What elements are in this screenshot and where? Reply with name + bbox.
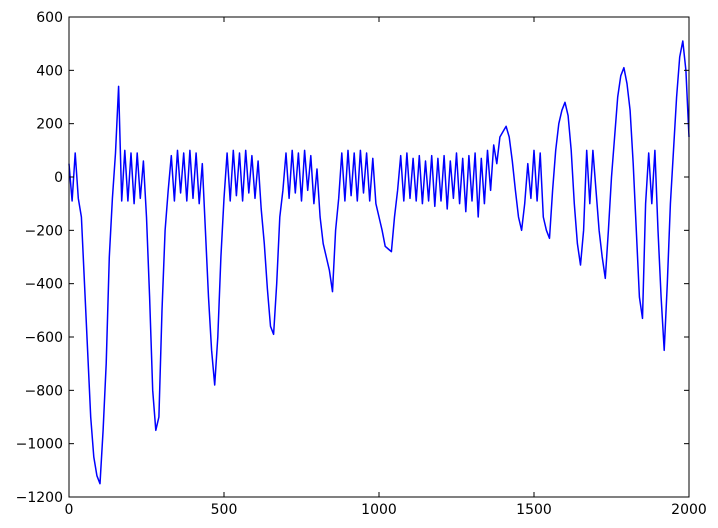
- x-tick-label: 1000: [361, 502, 397, 518]
- x-tick-label: 2000: [671, 502, 707, 518]
- y-tick-label: 0: [54, 170, 63, 186]
- y-tick-label: −600: [25, 330, 63, 346]
- data-line: [68, 40, 690, 485]
- x-tick-label: 0: [65, 502, 74, 518]
- y-tick-label: −200: [25, 223, 63, 239]
- y-tick-label: −800: [25, 383, 63, 399]
- x-tick-label: 1500: [516, 502, 552, 518]
- x-tick-label: 500: [211, 502, 238, 518]
- y-tick-label: 600: [36, 10, 63, 26]
- y-tick-label: −1200: [16, 490, 63, 506]
- y-tick-label: −1000: [16, 437, 63, 453]
- plot-frame: [68, 16, 690, 498]
- y-tick-label: −400: [25, 277, 63, 293]
- y-tick-label: 200: [36, 117, 63, 133]
- y-tick-label: 400: [36, 63, 63, 79]
